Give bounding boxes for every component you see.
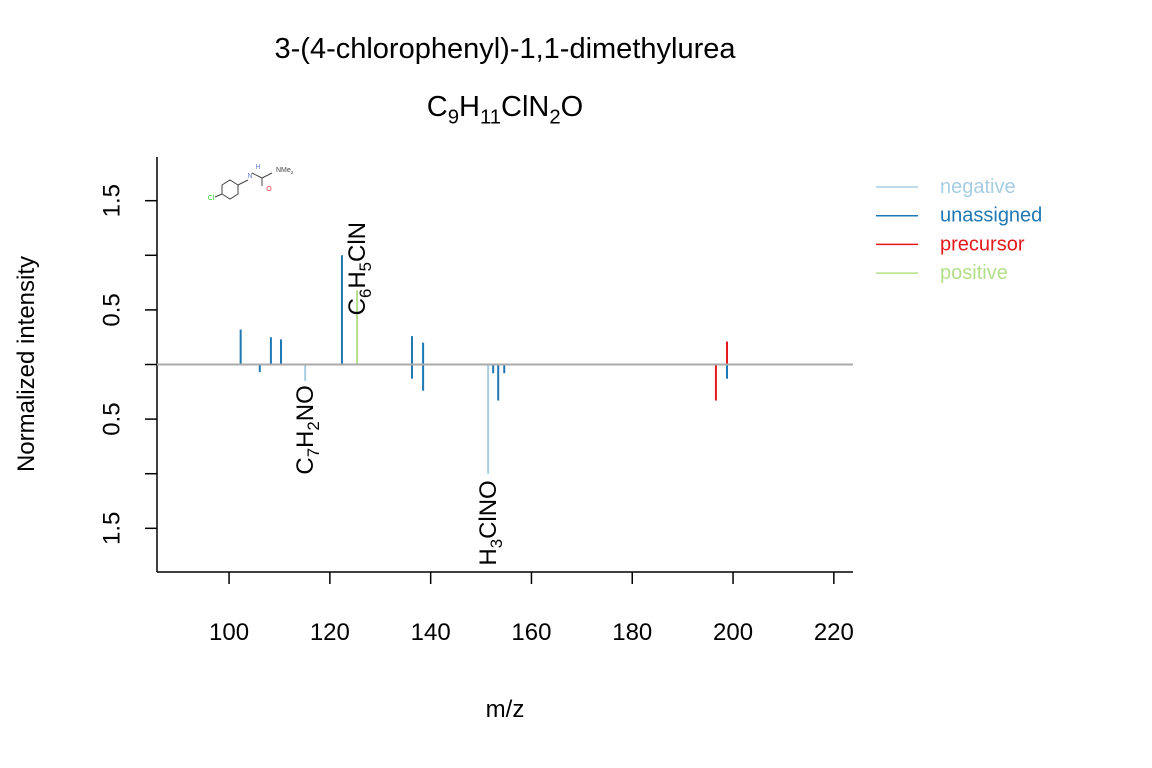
x-tick-label: 160 bbox=[511, 619, 551, 646]
x-tick-label: 200 bbox=[713, 619, 753, 646]
peak-annotation: H3ClNO bbox=[475, 480, 506, 565]
x-tick-label: 180 bbox=[612, 619, 652, 646]
y-tick-label: 0.5 bbox=[99, 293, 126, 326]
chart-title: 3-(4-chlorophenyl)-1,1-dimethylurea bbox=[275, 33, 737, 65]
y-axis-label: Normalized intensity bbox=[13, 256, 40, 472]
x-tick-label: 100 bbox=[209, 619, 249, 646]
peak-annotation: C6H5ClN bbox=[344, 222, 375, 315]
x-axis-label: m/z bbox=[486, 696, 525, 723]
annotations: C6H5ClN C7H2NO H3ClNO bbox=[292, 222, 506, 566]
structure-label: Cl bbox=[208, 195, 215, 202]
peak-annotation: C7H2NO bbox=[292, 385, 323, 474]
structure-label: N bbox=[247, 173, 252, 180]
x-tick-label: 220 bbox=[814, 619, 854, 646]
bond bbox=[251, 172, 263, 179]
legend-label: unassigned bbox=[940, 205, 1042, 227]
x-tick-label: 120 bbox=[310, 619, 350, 646]
bond bbox=[214, 193, 223, 198]
legend-label: positive bbox=[940, 262, 1008, 284]
bond bbox=[237, 179, 249, 186]
y-tick-label: 1.5 bbox=[99, 184, 126, 217]
benzene-ring bbox=[221, 179, 239, 200]
y-tick-label: 0.5 bbox=[99, 402, 126, 435]
y-tick-label: 1.5 bbox=[99, 512, 126, 545]
structure-label: O bbox=[266, 186, 272, 193]
chart-subtitle: C9H11ClN2O bbox=[427, 91, 583, 128]
structure bbox=[214, 172, 273, 200]
bond bbox=[261, 172, 273, 179]
structure-label: NMe2 bbox=[276, 167, 294, 176]
legend-label: precursor bbox=[940, 233, 1025, 255]
structure-label: H bbox=[255, 164, 260, 171]
x-tick-label: 140 bbox=[411, 619, 451, 646]
legend-label: negative bbox=[940, 176, 1016, 198]
